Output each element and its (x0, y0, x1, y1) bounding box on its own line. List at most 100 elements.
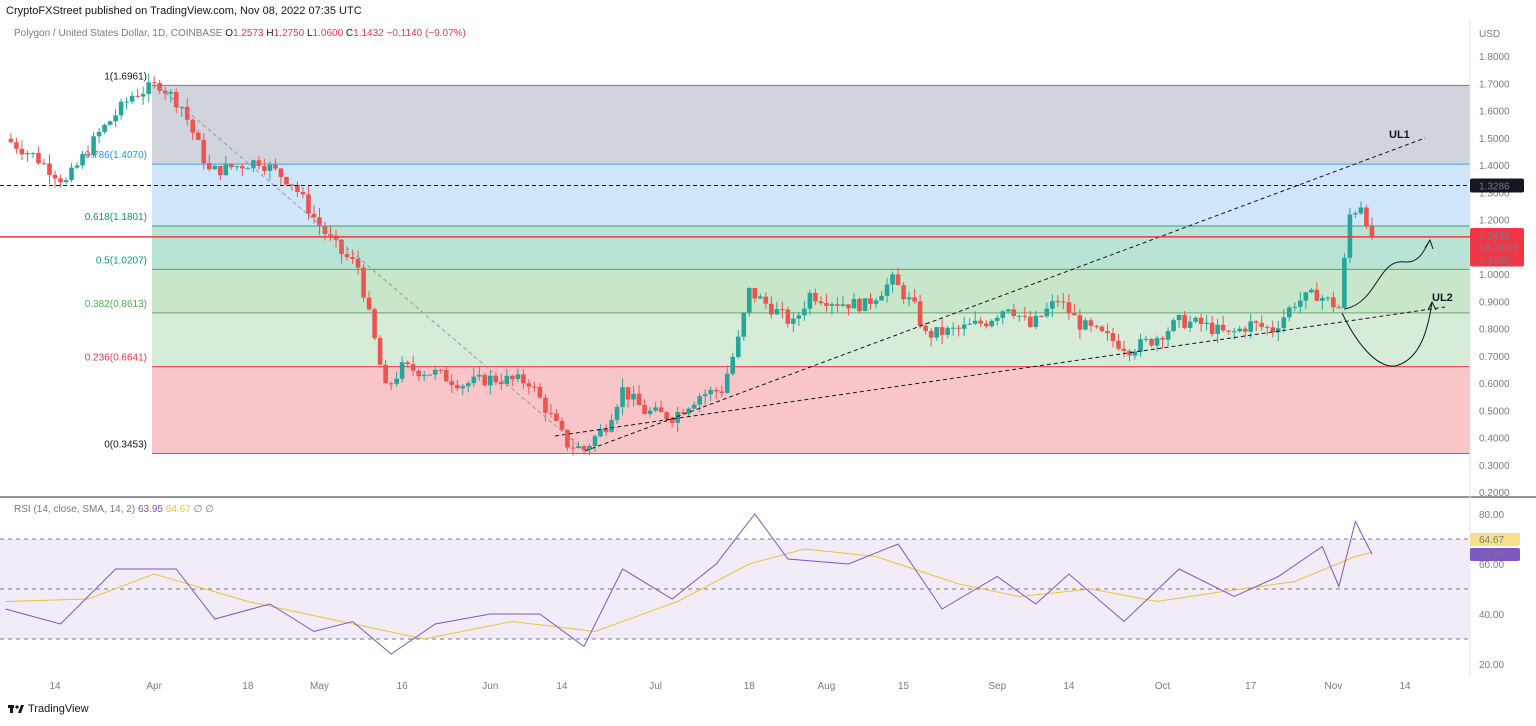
candle-body (1286, 307, 1292, 318)
candle-body (554, 413, 559, 421)
rsi-legend: RSI (14, close, SMA, 14, 2) 63.95 64.67 … (14, 504, 214, 515)
time-tick-label: Sep (988, 681, 1006, 692)
price-tick-label: 0.8000 (1479, 325, 1510, 336)
fib-level-label: 0.618(1.1801) (85, 212, 147, 223)
high-value: 1.2750 (273, 28, 305, 39)
candle-body (802, 308, 807, 316)
candle-body (746, 287, 752, 313)
candle-body (625, 387, 631, 400)
candle-body (1165, 331, 1171, 340)
candle-body (791, 318, 796, 324)
currency-label: USD (1479, 29, 1500, 40)
candle-body (1347, 214, 1353, 258)
rsi-tick-label: 40.00 (1479, 610, 1504, 621)
candle-body (471, 376, 477, 384)
candle-body (300, 191, 306, 195)
candle-body (102, 124, 107, 132)
candle-body (157, 83, 162, 91)
candle-body (91, 136, 96, 156)
candle-body (769, 303, 774, 315)
candle-body (355, 258, 361, 268)
candle-body (1138, 339, 1143, 352)
candle-body (206, 163, 212, 170)
candle-body (1000, 311, 1006, 318)
candle-body (328, 233, 333, 236)
candle-body (928, 331, 934, 338)
candle-body (493, 375, 499, 383)
candle-body (344, 254, 350, 258)
price-tick-label: 0.3000 (1479, 461, 1510, 472)
candle-body (289, 184, 295, 186)
time-tick-label: Nov (1324, 681, 1342, 692)
candle-body (1303, 292, 1309, 301)
candle-body (559, 420, 565, 430)
tradingview-brand: TradingView (28, 703, 89, 715)
rsi-value-tag (1470, 548, 1520, 561)
candle-body (906, 297, 912, 300)
ul2-label: UL2 (1432, 292, 1453, 304)
candle-body (1149, 338, 1154, 346)
candle-body (416, 370, 421, 377)
candle-body (1132, 351, 1138, 356)
fib-zone (152, 164, 1470, 226)
ul1-label: UL1 (1389, 129, 1410, 141)
time-tick-label: 15 (898, 681, 910, 692)
candle-body (1016, 315, 1022, 317)
candle-body (1193, 317, 1198, 322)
candle-body (96, 131, 102, 137)
candle-body (631, 393, 636, 400)
candle-body (311, 213, 317, 218)
candle-body (884, 284, 890, 296)
candle-body (1198, 317, 1204, 325)
projection-up-path (1344, 239, 1431, 310)
candle-body (504, 375, 510, 385)
candle-body (295, 185, 300, 192)
candle-body (735, 336, 741, 357)
candle-body (1121, 348, 1127, 351)
countdown-text: 16:24:37 (1479, 243, 1518, 254)
candle-body (1083, 320, 1088, 330)
candle-body (857, 298, 862, 312)
candle-body (377, 338, 383, 365)
candle-body (780, 309, 785, 311)
candle-body (85, 154, 91, 156)
publisher-header: CryptoFXStreet published on TradingView.… (6, 5, 362, 17)
price-tick-label: 0.4000 (1479, 434, 1510, 445)
candle-body (30, 152, 36, 154)
candle-body (741, 312, 747, 337)
rsi-ma-value-tag (1470, 533, 1520, 546)
candle-body (394, 378, 399, 384)
candle-body (454, 384, 460, 389)
candle-body (366, 297, 372, 310)
candle-body (488, 375, 493, 386)
candle-body (476, 374, 482, 377)
candle-body (835, 304, 840, 306)
candle-body (829, 304, 835, 306)
candle-body (956, 327, 961, 329)
candle-body (1253, 321, 1259, 323)
price-tick-label: 1.4000 (1479, 161, 1510, 172)
candle-body (620, 387, 625, 407)
candle-body (796, 315, 802, 319)
candle-body (1176, 314, 1182, 321)
candle-body (890, 274, 895, 285)
candle-body (1116, 340, 1121, 349)
candle-body (967, 323, 972, 325)
candle-body (680, 412, 686, 414)
candle-body (636, 393, 642, 405)
candle-body (383, 364, 388, 384)
candle-body (140, 93, 146, 97)
candle-body (565, 429, 570, 448)
time-axis[interactable]: 14 Apr 18 May 16 Jun 14 Jul 18 Aug 15 Sep 14 Oct 17 Nov… (49, 681, 1411, 692)
fib-level-label: 1(1.6961) (104, 71, 147, 82)
candle-body (284, 177, 289, 185)
candle-body (1171, 320, 1176, 332)
candle-body (846, 304, 851, 309)
candle-body (1358, 207, 1364, 214)
candle-body (851, 298, 857, 309)
candle-body (1309, 289, 1314, 293)
candle-body (278, 168, 284, 178)
rsi-ma-value-text: 64.67 (1479, 535, 1504, 546)
candle-body (1215, 324, 1220, 334)
